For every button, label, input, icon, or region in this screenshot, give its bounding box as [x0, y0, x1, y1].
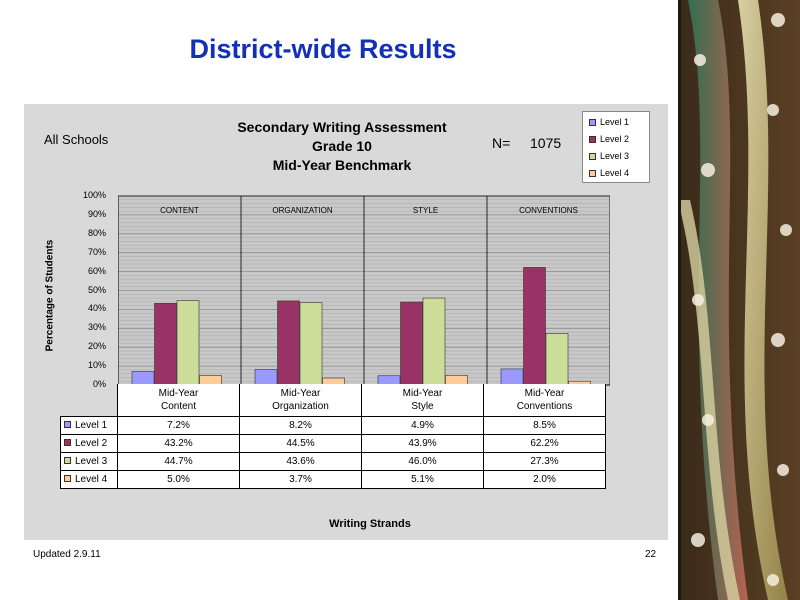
bar — [299, 302, 323, 386]
row-header: Level 4 — [60, 469, 118, 489]
group-label: CONVENTIONS — [519, 206, 578, 215]
category-line: Mid-Year — [524, 387, 565, 399]
chart-title-line: Secondary Writing Assessment — [237, 119, 447, 135]
data-label: 8.5% — [483, 415, 606, 435]
bar — [523, 267, 546, 386]
category-line: Mid-Year — [158, 387, 199, 399]
bar-plot: CONTENT ORGANIZATION STYLE CONVENTIONS — [118, 195, 610, 386]
group-label: STYLE — [413, 206, 438, 215]
category-line: Conventions — [516, 400, 573, 412]
legend-label: Level 4 — [600, 168, 630, 178]
y-tick-label: 50% — [87, 284, 106, 295]
chart-title: Secondary Writing Assessment Grade 10 Mi… — [200, 118, 484, 175]
bar — [400, 301, 423, 386]
legend-item: Level 1 — [589, 117, 629, 127]
legend-swatch — [64, 421, 71, 429]
bar — [422, 297, 446, 386]
chart-title-line: Mid-Year Benchmark — [272, 157, 412, 173]
page-number: 22 — [645, 549, 657, 560]
y-axis-label: Percentage of Students — [44, 239, 56, 352]
bar — [176, 300, 200, 386]
row-label: Level 2 — [75, 437, 108, 449]
legend-swatch — [64, 457, 71, 465]
bar — [500, 368, 524, 386]
row-header: Level 3 — [60, 451, 118, 471]
data-label: 2.0% — [483, 469, 606, 489]
legend-label: Level 3 — [600, 151, 630, 161]
legend-swatch — [589, 119, 596, 127]
row-label: Level 1 — [75, 419, 108, 431]
bar — [154, 303, 177, 386]
legend-swatch — [589, 136, 596, 144]
legend-swatch — [64, 439, 71, 447]
data-label: 7.2% — [117, 415, 240, 435]
sample-size-label: N= — [492, 135, 511, 151]
table-row: Level 4 5.0% 3.7% 5.1% 2.0% — [60, 469, 606, 489]
bar — [254, 369, 278, 386]
chart-title-line: Grade 10 — [312, 138, 372, 154]
bar — [277, 300, 300, 386]
category-line: Mid-Year — [402, 387, 443, 399]
data-label: 44.5% — [239, 433, 362, 453]
chart-scope-label: All Schools — [44, 132, 109, 147]
updated-date: Updated 2.9.11 — [33, 549, 101, 560]
y-tick-label: 30% — [87, 322, 106, 333]
data-label: 8.2% — [239, 415, 362, 435]
y-tick-label: 80% — [87, 227, 106, 238]
table-row: Level 2 43.2% 44.5% 43.9% 62.2% — [60, 433, 606, 453]
data-label: 46.0% — [361, 451, 484, 471]
data-label: 3.7% — [239, 469, 362, 489]
category-line: Mid-Year — [280, 387, 321, 399]
x-axis-label: Writing Strands — [329, 518, 411, 530]
y-tick-label: 10% — [87, 360, 106, 371]
data-label: 43.9% — [361, 433, 484, 453]
bar — [131, 371, 155, 386]
y-tick-label: 90% — [87, 208, 106, 219]
group-label: CONTENT — [160, 206, 199, 215]
slide-title: District-wide Results — [189, 34, 457, 64]
data-label: 62.2% — [483, 433, 606, 453]
y-tick-label: 0% — [92, 379, 106, 389]
data-label: 5.1% — [361, 469, 484, 489]
legend-swatch — [589, 170, 596, 178]
table-row: Level 1 7.2% 8.2% 4.9% 8.5% — [60, 415, 606, 435]
row-label: Level 4 — [75, 473, 108, 485]
category-line: Style — [411, 400, 434, 412]
table-row: Level 3 44.7% 43.6% 46.0% 27.3% — [60, 451, 606, 471]
legend-label: Level 1 — [600, 117, 630, 127]
category-label: Mid-Year Organization — [239, 384, 362, 417]
y-tick-label: 20% — [87, 341, 106, 352]
group-label: ORGANIZATION — [272, 206, 333, 215]
y-tick-label: 100% — [82, 190, 106, 200]
category-row: Mid-Year Content Mid-Year Organization Mid… — [61, 384, 606, 417]
legend-item: Level 2 — [589, 134, 629, 144]
sample-size-value: 1075 — [530, 135, 562, 151]
legend-label: Level 2 — [600, 134, 630, 144]
data-label: 4.9% — [361, 415, 484, 435]
y-tick-label: 40% — [87, 303, 106, 314]
row-label: Level 3 — [75, 455, 108, 467]
category-line: Organization — [272, 400, 329, 412]
category-label: Mid-Year Style — [361, 384, 484, 417]
data-label: 43.6% — [239, 451, 362, 471]
data-label: 44.7% — [117, 451, 240, 471]
row-header: Level 2 — [60, 433, 118, 453]
category-label: Mid-Year Conventions — [483, 384, 606, 417]
row-header: Level 1 — [60, 415, 118, 435]
category-line: Content — [160, 400, 197, 412]
legend-item: Level 3 — [589, 151, 629, 161]
decorative-floral-panel — [678, 0, 800, 600]
y-tick-label: 60% — [87, 265, 106, 276]
data-label: 43.2% — [117, 433, 240, 453]
chart-legend: Level 1 Level 2 Level 3 Level 4 — [582, 111, 650, 183]
bar — [545, 333, 569, 386]
data-label: 5.0% — [117, 469, 240, 489]
category-label: Mid-Year Content — [117, 384, 240, 417]
legend-item: Level 4 — [589, 168, 629, 178]
legend-swatch — [589, 153, 596, 161]
data-label: 27.3% — [483, 451, 606, 471]
y-tick-label: 70% — [87, 246, 106, 257]
data-table: Mid-Year Content Mid-Year Organization Mid… — [60, 384, 606, 489]
legend-swatch — [64, 475, 71, 483]
